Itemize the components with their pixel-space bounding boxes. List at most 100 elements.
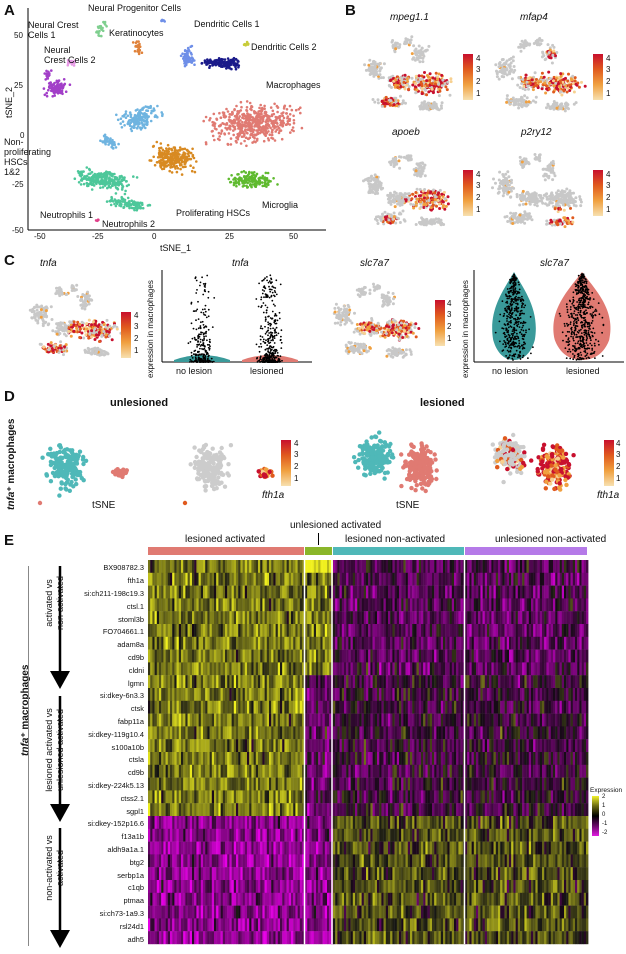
tsne-cell xyxy=(272,177,275,180)
tsne-cell xyxy=(255,139,259,142)
tsne-cell xyxy=(242,175,246,178)
violin-point xyxy=(195,319,197,322)
tsne-cell xyxy=(225,122,229,125)
violin-point xyxy=(191,357,194,359)
violin-point xyxy=(196,343,198,346)
feature-cell xyxy=(414,169,418,173)
tsne-cell xyxy=(144,113,148,117)
feature-cell xyxy=(58,344,62,348)
tsne-cell xyxy=(219,132,223,135)
violin-plot-tnfa xyxy=(161,270,312,363)
tsne-cell xyxy=(45,72,48,75)
tsne-cell xyxy=(85,166,89,169)
tsne-cell xyxy=(263,104,266,108)
feature-cell xyxy=(69,328,73,332)
tsne-cell xyxy=(45,94,49,98)
tsne-cell xyxy=(231,124,235,128)
feature-cell xyxy=(415,88,419,92)
feature-cell xyxy=(495,72,499,76)
tsne-cell xyxy=(104,135,108,139)
tsne-cell xyxy=(89,172,92,175)
tsne-cell xyxy=(275,128,279,131)
violin-point xyxy=(202,360,205,362)
feature-cell xyxy=(104,325,108,329)
tsne-cell xyxy=(132,119,135,122)
tsne-cell xyxy=(235,113,239,116)
feature-cell xyxy=(546,43,550,47)
tsne-cell xyxy=(99,139,102,142)
feature-cell xyxy=(564,84,568,88)
feature-cell xyxy=(529,215,533,219)
tsne-cell xyxy=(267,120,270,123)
xtick: 25 xyxy=(225,232,234,241)
tsne-cell xyxy=(242,113,246,117)
feature-cell xyxy=(572,102,576,106)
feature-cell xyxy=(422,166,426,170)
tsne-cell xyxy=(106,140,110,143)
feature-cell xyxy=(512,70,516,74)
tsne-cell xyxy=(212,112,216,116)
feature-cell xyxy=(43,321,46,325)
feature-cell xyxy=(434,82,437,86)
violin-point xyxy=(256,356,259,359)
tsne-cell xyxy=(170,160,173,163)
tsne-cell xyxy=(166,143,170,147)
feature-cell xyxy=(518,203,522,207)
violin-point xyxy=(206,343,209,346)
feature-cell xyxy=(84,325,88,329)
feature-cell xyxy=(407,198,411,201)
feature-cell xyxy=(547,197,551,201)
violin-point xyxy=(190,351,193,354)
tsne-cell xyxy=(213,127,217,130)
tsne-cell xyxy=(47,85,51,89)
feature-cell xyxy=(395,216,399,220)
violin-point xyxy=(274,350,277,353)
feature-cell xyxy=(421,52,425,56)
feature-cell xyxy=(31,307,35,311)
tsne-cell xyxy=(214,58,218,62)
feature-cell xyxy=(552,75,556,79)
tsne-cell xyxy=(115,178,119,181)
tsne-cell xyxy=(255,117,258,120)
feature-cell xyxy=(414,82,418,85)
feature-cell xyxy=(440,192,444,196)
tsne-cell xyxy=(244,180,248,184)
tsne-cell xyxy=(260,113,263,116)
feature-cell xyxy=(373,67,377,71)
feature-cell xyxy=(498,184,502,188)
violin-point xyxy=(210,357,213,360)
tsne-cell xyxy=(256,131,260,134)
tsne-cell xyxy=(144,105,147,108)
feature-cell xyxy=(421,218,425,222)
feature-cell xyxy=(55,326,59,330)
tsne-cell xyxy=(176,167,180,170)
violin-point xyxy=(198,350,200,353)
tsne-cell xyxy=(95,174,99,177)
feature-cell xyxy=(564,76,567,80)
tsne-cell xyxy=(113,182,116,185)
violin-point xyxy=(195,339,198,341)
feature-cell xyxy=(525,96,529,100)
feature-cell xyxy=(393,85,397,89)
feature-cell xyxy=(554,203,558,207)
tsne-cell xyxy=(117,199,120,202)
tsne-cell xyxy=(299,111,302,115)
feature-cell xyxy=(552,171,556,175)
tsne-cell xyxy=(92,184,96,187)
violin-point xyxy=(202,355,205,358)
tsne-cell xyxy=(117,142,120,146)
feature-cell xyxy=(512,216,515,220)
feature-cell xyxy=(543,178,547,182)
violin-point xyxy=(279,355,282,358)
tsne-cell xyxy=(180,173,184,176)
feature-plot-apoeb xyxy=(362,154,450,227)
tsne-cell xyxy=(43,93,47,97)
feature-cell xyxy=(505,177,509,181)
tsne-cell xyxy=(183,56,187,59)
feature-cell xyxy=(406,192,410,196)
feature-cell xyxy=(521,103,525,107)
tsne-cell xyxy=(144,123,148,126)
tsne-cell xyxy=(163,152,167,156)
feature-cell xyxy=(370,189,374,193)
tsne-cell xyxy=(263,178,267,181)
